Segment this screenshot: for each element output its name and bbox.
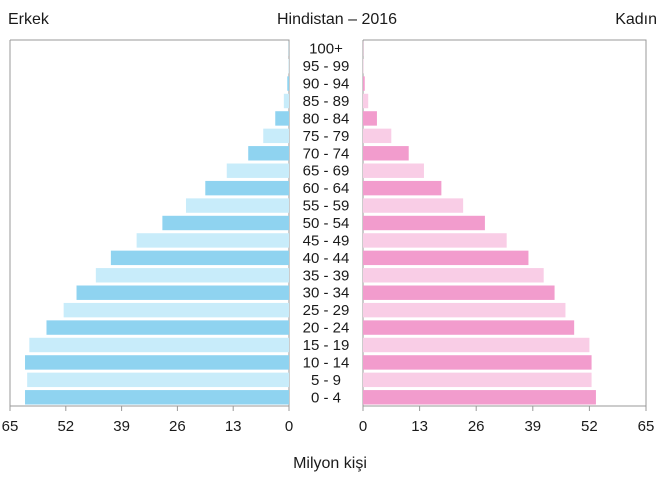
age-group-label: 0 - 4 [311, 389, 341, 406]
x-tick-label: 65 [2, 418, 19, 435]
age-group-label: 35 - 39 [303, 267, 350, 284]
age-group-label: 30 - 34 [303, 285, 350, 302]
female-bar [363, 180, 442, 196]
x-tick-label: 13 [225, 418, 242, 435]
x-tick-label: 39 [524, 418, 541, 435]
male-bar [29, 337, 290, 353]
age-group-label: 10 - 14 [303, 354, 350, 371]
male-bar [27, 372, 290, 388]
male-bar [263, 128, 289, 144]
age-group-label: 80 - 84 [303, 110, 350, 127]
female-bar [363, 93, 369, 109]
female-bar [363, 198, 464, 213]
x-tick-label: 26 [468, 418, 485, 435]
age-group-label: 85 - 89 [303, 93, 350, 110]
left-side-label: Erkek [8, 11, 50, 28]
female-bar [363, 233, 507, 248]
age-group-label: 95 - 99 [303, 58, 350, 75]
x-axis-ticks: 65 52 39 26 13 0 0 13 26 39 52 65 [2, 406, 655, 435]
female-bar [363, 146, 409, 161]
age-group-label: 25 - 29 [303, 302, 350, 319]
female-bar [363, 268, 544, 283]
female-bar [363, 76, 365, 91]
female-bar [363, 163, 424, 178]
male-bar [110, 250, 289, 266]
male-bar [25, 390, 290, 405]
age-group-label: 75 - 79 [303, 128, 350, 145]
male-bar [248, 146, 289, 161]
age-group-label: 15 - 19 [303, 337, 350, 354]
female-bar [363, 390, 596, 405]
x-tick-label: 26 [169, 418, 186, 435]
x-tick-label: 13 [411, 418, 428, 435]
female-bars [363, 41, 596, 405]
male-bar [25, 355, 290, 370]
age-group-label: 5 - 9 [311, 372, 341, 389]
female-bar [363, 215, 485, 231]
age-group-label: 50 - 54 [303, 215, 350, 232]
age-group-label: 60 - 64 [303, 180, 350, 197]
x-tick-label: 0 [285, 418, 293, 435]
female-bar [363, 337, 590, 353]
age-group-label: 100+ [309, 41, 343, 58]
right-side-label: Kadın [615, 11, 657, 28]
x-tick-label: 52 [57, 418, 74, 435]
age-group-label: 65 - 69 [303, 163, 350, 180]
female-bar [363, 250, 529, 266]
x-axis-label: Milyon kişi [293, 455, 367, 472]
female-bar [363, 111, 377, 126]
female-bar [363, 320, 575, 335]
male-bar [76, 285, 290, 300]
female-bar [363, 302, 566, 318]
male-bar [205, 180, 289, 196]
male-bar [162, 215, 289, 231]
chart-title: Hindistan – 2016 [277, 11, 397, 28]
male-bar [283, 93, 289, 109]
male-bar [185, 198, 289, 213]
male-bars [25, 41, 290, 405]
age-group-label: 40 - 44 [303, 250, 350, 267]
male-bar [226, 163, 289, 178]
male-bar [275, 111, 289, 126]
male-bar [95, 268, 289, 283]
age-group-label: 20 - 24 [303, 320, 350, 337]
x-tick-label: 39 [113, 418, 130, 435]
age-group-label: 70 - 74 [303, 145, 350, 162]
x-tick-label: 52 [581, 418, 598, 435]
age-group-label: 90 - 94 [303, 76, 350, 93]
age-group-label: 45 - 49 [303, 232, 350, 249]
age-group-label: 55 - 59 [303, 198, 350, 215]
female-bar [363, 285, 555, 300]
female-bar [363, 355, 592, 370]
female-bar [363, 128, 392, 144]
female-bar [363, 372, 592, 388]
x-tick-label: 0 [359, 418, 367, 435]
male-bar [63, 302, 290, 318]
male-bar [46, 320, 289, 335]
x-tick-label: 65 [638, 418, 655, 435]
male-bar [136, 233, 289, 248]
male-bar [287, 76, 289, 91]
